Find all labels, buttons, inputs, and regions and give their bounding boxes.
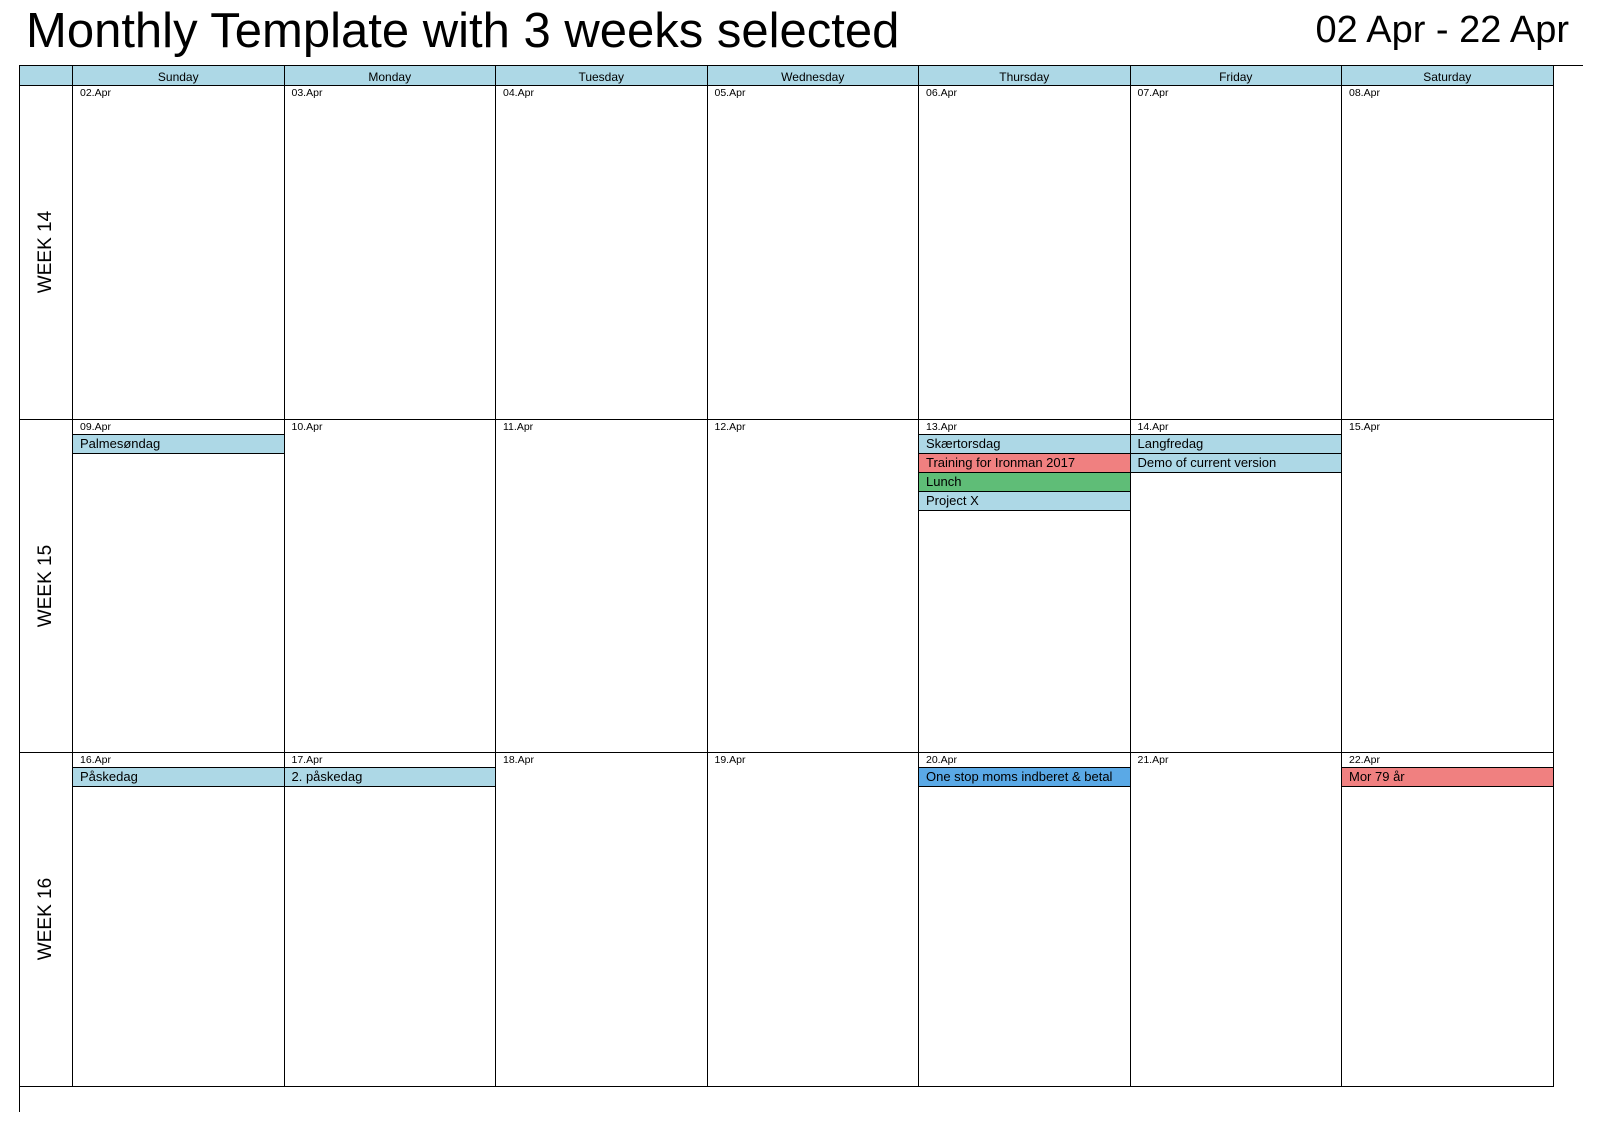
weekday-header-sunday: Sunday [73, 66, 285, 86]
day-cell[interactable]: 07.Apr [1130, 86, 1342, 420]
weekday-header-monday: Monday [284, 66, 496, 86]
day-cell[interactable]: 04.Apr [496, 86, 708, 420]
day-date: 22.Apr [1349, 754, 1380, 766]
day-date: 17.Apr [291, 754, 323, 766]
calendar-event[interactable]: Langfredag [1130, 433, 1341, 454]
day-date: 06.Apr [926, 87, 957, 99]
day-cell[interactable]: 05.Apr [707, 86, 919, 420]
day-cell[interactable]: 08.Apr [1342, 86, 1554, 420]
day-date: 05.Apr [714, 87, 746, 99]
day-cell[interactable]: 11.Apr [496, 419, 708, 753]
day-cell[interactable]: 06.Apr [919, 86, 1131, 420]
day-date: 20.Apr [926, 754, 957, 766]
calendar-event[interactable]: Training for Ironman 2017 [919, 452, 1130, 473]
day-date: 13.Apr [926, 420, 957, 433]
day-cell[interactable]: 13.Apr Skærtorsdag Training for Ironman 20… [919, 419, 1131, 753]
day-cell[interactable]: 10.Apr [284, 419, 496, 753]
day-cell[interactable]: 14.Apr Langfredag Demo of current version [1130, 419, 1342, 753]
day-events: Palmesøndag [73, 433, 284, 454]
day-cell[interactable]: 16.Apr Påskedag [73, 753, 285, 1087]
day-date: 10.Apr [291, 420, 323, 433]
week-label-cell: WEEK 15 [20, 419, 73, 753]
day-cell[interactable]: 17.Apr 2. påskedag [284, 753, 496, 1087]
calendar-event[interactable]: Påskedag [73, 767, 284, 787]
day-date: 11.Apr [503, 420, 534, 433]
day-events: Langfredag Demo of current version [1130, 433, 1341, 473]
day-cell[interactable]: 12.Apr [707, 419, 919, 753]
day-date: 18.Apr [503, 754, 534, 766]
day-events: Påskedag [73, 767, 284, 787]
page-title: Monthly Template with 3 weeks selected [26, 4, 900, 58]
day-date: 16.Apr [80, 754, 111, 766]
day-events: Mor 79 år [1342, 767, 1553, 787]
day-date: 03.Apr [291, 87, 323, 99]
weekday-header-thursday: Thursday [919, 66, 1131, 86]
day-date: 08.Apr [1349, 87, 1380, 99]
day-date: 21.Apr [1137, 754, 1169, 766]
calendar-event[interactable]: Lunch [919, 471, 1130, 492]
day-date: 12.Apr [714, 420, 746, 433]
calendar-event[interactable]: Mor 79 år [1342, 767, 1553, 787]
calendar-event[interactable]: Demo of current version [1130, 452, 1341, 473]
day-cell[interactable]: 22.Apr Mor 79 år [1342, 753, 1554, 1087]
week-label: WEEK 14 [35, 211, 56, 294]
day-date: 07.Apr [1137, 87, 1169, 99]
weekday-header-row: Sunday Monday Tuesday Wednesday Thursday Frid… [20, 66, 1583, 86]
calendar-event[interactable]: Project X [919, 490, 1130, 511]
week-label: WEEK 15 [35, 544, 56, 627]
weekday-header-saturday: Saturday [1342, 66, 1554, 86]
day-date: 04.Apr [503, 87, 534, 99]
weekday-header-friday: Friday [1130, 66, 1342, 86]
day-cell[interactable]: 20.Apr One stop moms indberet & betal [919, 753, 1131, 1087]
day-events: 2. påskedag [284, 767, 495, 787]
week-label: WEEK 16 [35, 878, 56, 961]
date-range: 02 Apr - 22 Apr [1315, 9, 1570, 51]
calendar-event[interactable]: 2. påskedag [284, 767, 495, 787]
calendar-event[interactable]: Palmesøndag [73, 433, 284, 454]
day-events: Skærtorsdag Training for Ironman 2017 Lunc… [919, 433, 1130, 511]
calendar-event[interactable]: One stop moms indberet & betal [919, 767, 1130, 787]
day-cell[interactable]: 03.Apr [284, 86, 496, 420]
day-cell[interactable]: 19.Apr [707, 753, 919, 1087]
calendar-event[interactable]: Skærtorsdag [919, 433, 1130, 454]
day-date: 19.Apr [714, 754, 746, 766]
day-cell[interactable]: 15.Apr [1342, 419, 1554, 753]
week-label-cell: WEEK 14 [20, 86, 73, 420]
day-cell[interactable]: 21.Apr [1130, 753, 1342, 1087]
day-date: 02.Apr [80, 87, 111, 99]
weekday-header-tuesday: Tuesday [496, 66, 708, 86]
day-cell[interactable]: 18.Apr [496, 753, 708, 1087]
header-corner-cell [20, 66, 73, 86]
day-date: 14.Apr [1137, 420, 1169, 433]
day-cell[interactable]: 09.Apr Palmesøndag [73, 419, 285, 753]
day-date: 09.Apr [80, 420, 111, 433]
calendar-grid: Sunday Monday Tuesday Wednesday Thursday Frid… [19, 65, 1583, 1112]
day-events: One stop moms indberet & betal [919, 767, 1130, 787]
weekday-header-wednesday: Wednesday [707, 66, 919, 86]
day-date: 15.Apr [1349, 420, 1380, 433]
week-label-cell: WEEK 16 [20, 753, 73, 1087]
day-cell[interactable]: 02.Apr [73, 86, 285, 420]
